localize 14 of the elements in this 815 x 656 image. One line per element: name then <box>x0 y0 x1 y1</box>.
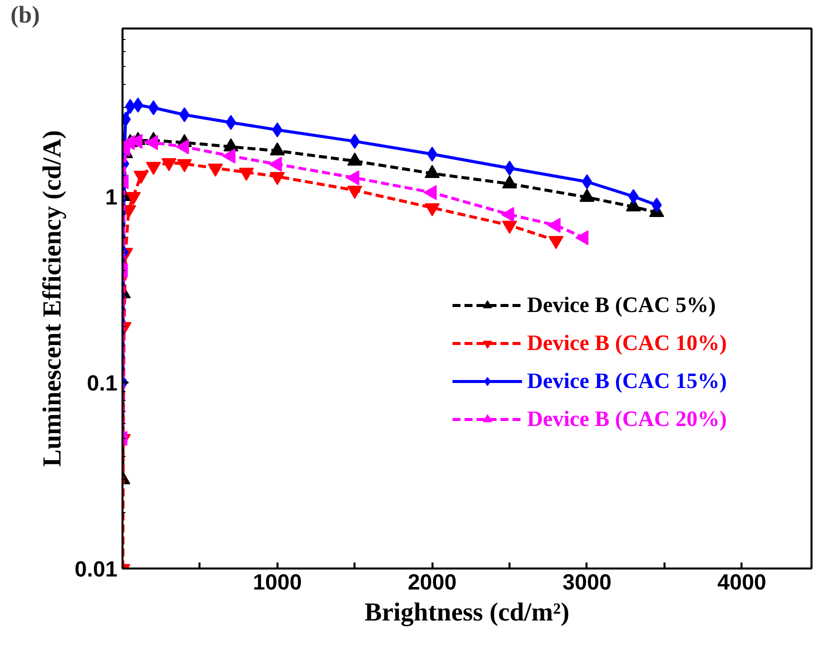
legend-label: Device B (CAC 15%) <box>527 368 727 394</box>
legend-label: Device B (CAC 5%) <box>527 292 716 318</box>
x-tick-label: 1000 <box>252 570 302 594</box>
y-axis-title: Luminescent Efficiency (cd/A) <box>38 130 67 467</box>
x-tick-label: 4000 <box>717 570 766 594</box>
y-tick-label: 1 <box>105 184 118 210</box>
y-tick-label: 0.01 <box>74 556 118 582</box>
text: (b) <box>10 2 40 28</box>
legend-label: Device B (CAC 20%) <box>527 406 727 432</box>
y-tick-label: 0.1 <box>86 370 118 396</box>
x-axis-title: Brightness (cd/m²) <box>364 598 570 626</box>
x-tick-label: 3000 <box>562 570 612 594</box>
x-tick-label: 2000 <box>408 570 457 594</box>
legend-label: Device B (CAC 10%) <box>527 330 727 356</box>
